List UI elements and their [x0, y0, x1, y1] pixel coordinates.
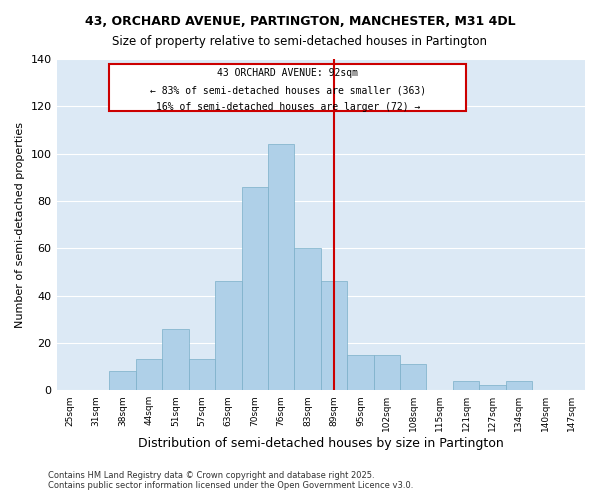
Text: Contains HM Land Registry data © Crown copyright and database right 2025.
Contai: Contains HM Land Registry data © Crown c… [48, 470, 413, 490]
Text: ← 83% of semi-detached houses are smaller (363): ← 83% of semi-detached houses are smalle… [149, 85, 426, 95]
Bar [400, 364, 427, 390]
Bar [162, 328, 188, 390]
Bar [347, 354, 374, 390]
Y-axis label: Number of semi-detached properties: Number of semi-detached properties [15, 122, 25, 328]
Bar [109, 372, 136, 390]
Text: 43 ORCHARD AVENUE: 92sqm: 43 ORCHARD AVENUE: 92sqm [217, 68, 358, 78]
Bar [453, 380, 479, 390]
Bar [321, 282, 347, 390]
FancyBboxPatch shape [109, 64, 466, 111]
Bar [188, 360, 215, 390]
Bar [479, 386, 506, 390]
Bar [374, 354, 400, 390]
Bar [242, 187, 268, 390]
Text: 16% of semi-detached houses are larger (72) →: 16% of semi-detached houses are larger (… [155, 102, 420, 112]
Bar [506, 380, 532, 390]
Text: 43, ORCHARD AVENUE, PARTINGTON, MANCHESTER, M31 4DL: 43, ORCHARD AVENUE, PARTINGTON, MANCHEST… [85, 15, 515, 28]
Bar [215, 282, 242, 390]
Bar [268, 144, 295, 390]
X-axis label: Distribution of semi-detached houses by size in Partington: Distribution of semi-detached houses by … [138, 437, 503, 450]
Text: Size of property relative to semi-detached houses in Partington: Size of property relative to semi-detach… [113, 35, 487, 48]
Bar [136, 360, 162, 390]
Bar [295, 248, 321, 390]
